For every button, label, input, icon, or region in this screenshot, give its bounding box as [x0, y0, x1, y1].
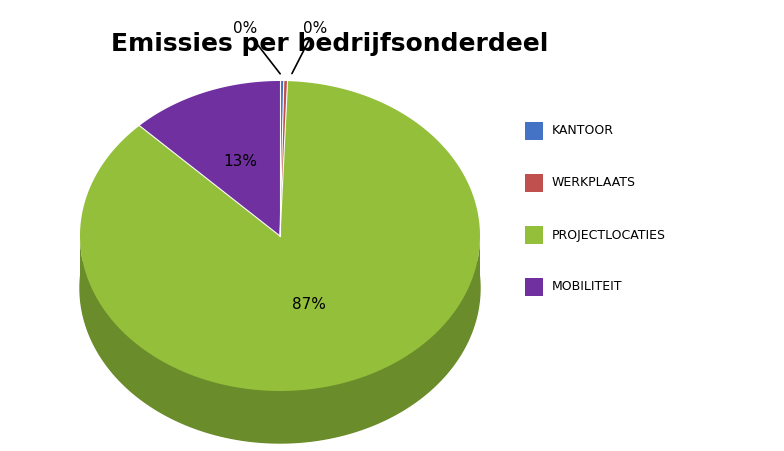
Bar: [525, 122, 543, 140]
Text: Emissies per bedrijfsonderdeel: Emissies per bedrijfsonderdeel: [111, 32, 548, 56]
Polygon shape: [280, 81, 288, 236]
Text: 0%: 0%: [233, 21, 280, 74]
Text: 13%: 13%: [223, 154, 257, 169]
Text: MOBILITEIT: MOBILITEIT: [552, 281, 622, 294]
Polygon shape: [80, 81, 480, 391]
Bar: [525, 278, 543, 296]
Polygon shape: [280, 81, 284, 236]
Text: 0%: 0%: [292, 21, 327, 74]
Text: PROJECTLOCATIES: PROJECTLOCATIES: [552, 229, 666, 241]
Text: 87%: 87%: [292, 297, 326, 312]
Bar: [525, 226, 543, 244]
Bar: [525, 174, 543, 192]
Polygon shape: [80, 133, 480, 443]
Text: WERKPLAATS: WERKPLAATS: [552, 176, 636, 189]
Polygon shape: [140, 81, 280, 236]
Text: KANTOOR: KANTOOR: [552, 124, 614, 138]
Polygon shape: [80, 237, 480, 443]
